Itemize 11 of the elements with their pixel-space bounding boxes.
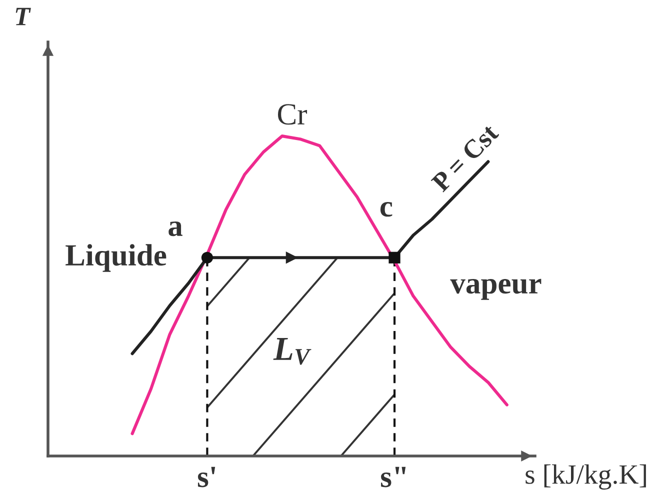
x-tick-label: s'	[198, 466, 216, 488]
x-axis-title: s [kJ/kg.K]	[526, 464, 646, 490]
text: P = Cst	[430, 122, 500, 193]
annotation: a	[168, 221, 182, 236]
annotation: Liquide	[66, 244, 166, 272]
y-axis-title: T	[16, 8, 31, 26]
annotation: L$_{V}$	[273, 338, 312, 365]
annotation: c	[380, 202, 392, 217]
x-tick-label: s"	[381, 466, 406, 488]
annotation: vapeur	[450, 278, 542, 300]
text: Cr	[278, 104, 308, 125]
